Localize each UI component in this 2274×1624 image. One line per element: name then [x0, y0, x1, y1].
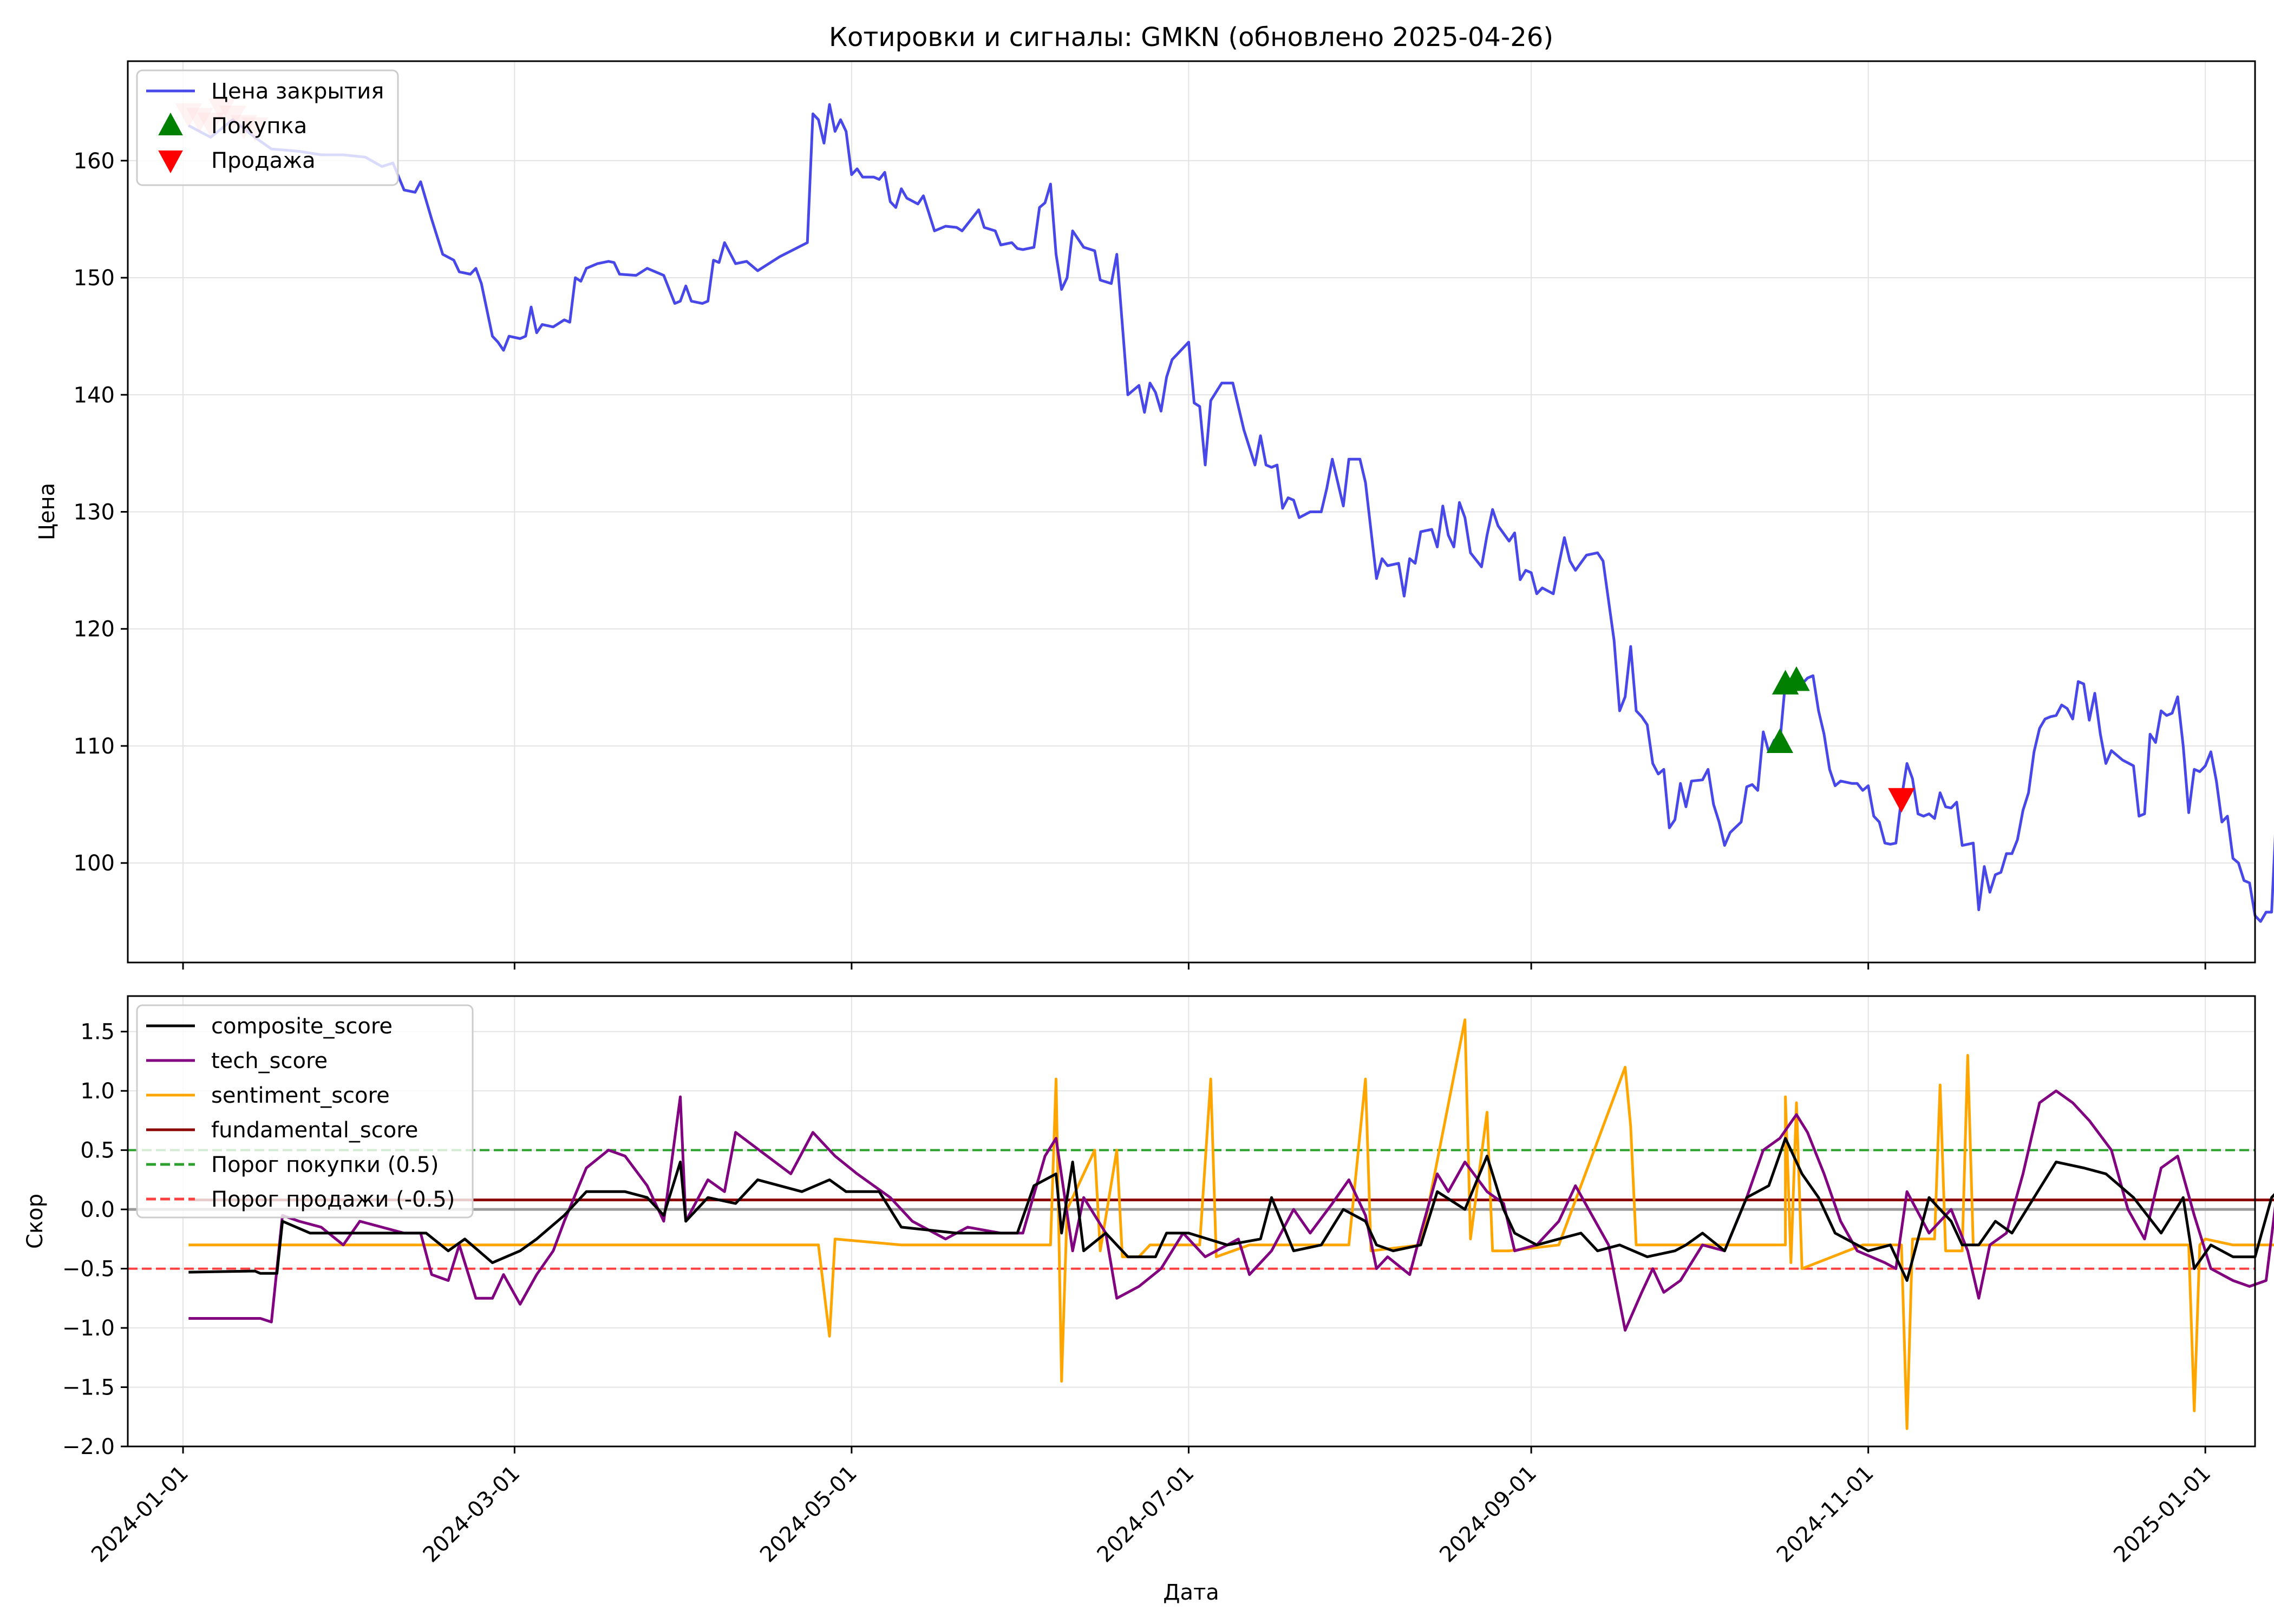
- legend-swatch-sell: [158, 150, 183, 173]
- score-legend-label: composite_score: [211, 1014, 393, 1039]
- price-grid: [128, 61, 2255, 962]
- price-close-line: [188, 103, 2274, 923]
- score-y-tick-label: 0.5: [80, 1138, 115, 1163]
- price-y-tick-label: 140: [74, 383, 115, 408]
- legend-swatch-buy: [158, 113, 183, 135]
- score-series-layer: [188, 1018, 2274, 1430]
- score-legend-label: Порог покупки (0.5): [211, 1152, 439, 1177]
- chart-title: Котировки и сигналы: GMKN (обновлено 202…: [829, 22, 1553, 53]
- composite-score-line: [188, 1137, 2274, 1282]
- score-legend-label: Порог продажи (-0.5): [211, 1187, 455, 1212]
- score-y-tick-label: −0.5: [62, 1257, 115, 1282]
- price-y-tick-label: 110: [74, 734, 115, 759]
- score-y-tick-label: −2.0: [62, 1435, 115, 1459]
- price-x-ticks: [182, 962, 2206, 970]
- score-y-tick-label: 1.0: [80, 1079, 115, 1104]
- sell-signal-marker: [1888, 788, 1915, 813]
- score-legend-label: fundamental_score: [211, 1118, 418, 1143]
- score-legend-box: [136, 1004, 474, 1219]
- price-series-layer: [188, 103, 2274, 923]
- price-y-tick-label: 100: [74, 851, 115, 876]
- score-legend-label: tech_score: [211, 1049, 328, 1073]
- sentiment-score-line: [188, 1018, 2274, 1430]
- price-legend-box: [136, 69, 399, 186]
- buy-signal-marker: [1766, 728, 1794, 753]
- price-y-ticks: 100 110 120 130 140 150 160: [74, 149, 128, 876]
- score-y-ticks: −2.0 −1.5 −1.0 −0.5 0.0 0.5 1.0 1.5: [62, 1020, 128, 1459]
- price-legend: Цена закрытия Покупка Продажа: [136, 69, 399, 186]
- tech-score-line: [188, 1089, 2274, 1332]
- price-y-tick-label: 150: [74, 266, 115, 291]
- score-y-tick-label: 0.0: [80, 1197, 115, 1222]
- legend-label-close: Цена закрытия: [211, 79, 384, 104]
- score-legend: composite_score tech_score sentiment_score…: [136, 1004, 474, 1219]
- x-axis-label: Дата: [1163, 1580, 1219, 1605]
- price-y-tick-label: 130: [74, 500, 115, 525]
- score-y-tick-label: 1.5: [80, 1020, 115, 1045]
- price-y-axis-label: Цена: [35, 483, 60, 540]
- score-y-tick-label: −1.5: [62, 1376, 115, 1400]
- score-reference-lines: [128, 1149, 2255, 1270]
- score-plot-frame: [127, 995, 2256, 1448]
- price-panel: 100 110 120 130 140 150 160 Котировки и сигнал…: [35, 22, 2274, 970]
- legend-label-sell: Продажа: [211, 148, 316, 173]
- score-legend-label: sentiment_score: [211, 1083, 390, 1108]
- price-y-tick-label: 120: [74, 617, 115, 642]
- score-y-axis-label: Скор: [23, 1194, 48, 1249]
- legend-label-buy: Покупка: [211, 114, 307, 139]
- buy-signal-marker: [1783, 666, 1810, 691]
- score-y-tick-label: −1.0: [62, 1316, 115, 1341]
- price-y-tick-label: 160: [74, 149, 115, 174]
